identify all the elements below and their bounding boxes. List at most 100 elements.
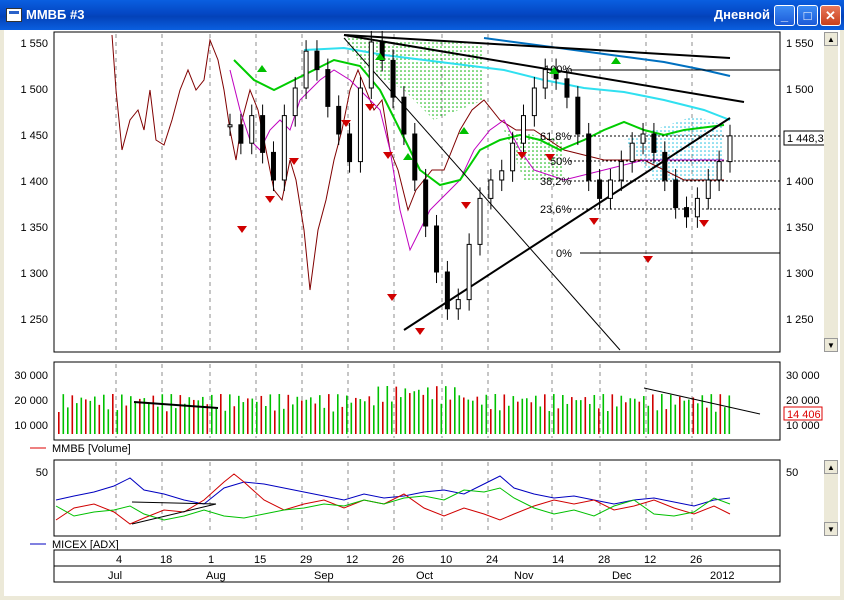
volume-bar (463, 397, 465, 434)
day-label: 26 (392, 554, 404, 566)
volume-bar (161, 394, 164, 434)
buy-arrow-icon (549, 67, 559, 74)
candle-body (564, 78, 570, 98)
ma-line (483, 37, 731, 77)
sell-arrow-icon (643, 256, 653, 263)
volume-bar (485, 394, 488, 434)
sell-arrow-icon (415, 328, 425, 335)
volume-bar (544, 394, 546, 434)
candle-body (466, 243, 472, 301)
volume-bar (220, 394, 222, 434)
volume-bar (688, 399, 690, 434)
volume-bar (458, 395, 461, 434)
scroll-down-arrow-icon[interactable]: ▼ (824, 522, 838, 536)
volume-bar (341, 406, 344, 434)
volume-bar (319, 395, 321, 434)
volume-bar (80, 397, 83, 434)
month-label: Aug (206, 570, 226, 582)
volume-bar (251, 398, 254, 434)
candle-body (520, 115, 526, 144)
candle-body (227, 124, 233, 128)
candle-body (640, 133, 646, 144)
volume-bar (589, 403, 591, 434)
candle-body (357, 87, 363, 163)
day-label: 10 (440, 554, 452, 566)
volume-bar (413, 391, 416, 434)
volume-bar (125, 405, 128, 434)
candle-body (629, 142, 635, 163)
candle-body (673, 179, 679, 209)
adx-trendline (131, 503, 217, 525)
fib-label: 23,6% (540, 204, 571, 216)
cloud-green (504, 130, 564, 180)
candle-body (423, 179, 429, 227)
volume-bar (706, 407, 708, 434)
adx-panel[interactable] (53, 459, 781, 537)
volume-bar (67, 407, 69, 434)
candle-body (586, 133, 592, 181)
volume-tick-label: 10 000 (786, 420, 820, 432)
volume-bar (337, 394, 339, 434)
volume-bar (445, 386, 447, 434)
candlesticks (227, 30, 733, 320)
volume-bar (715, 411, 717, 434)
volume-bar (679, 396, 681, 434)
volume-bar (508, 405, 510, 434)
volume-bar (233, 406, 236, 434)
volume-bar (629, 398, 632, 434)
volume-tick-label: 20 000 (786, 395, 820, 407)
candle-body (379, 41, 385, 61)
date-days: 4 18 1 15 29 12 26 10 24 14 28 12 26 (116, 554, 702, 566)
minus-di-line (55, 487, 731, 521)
close-button[interactable]: ✕ (820, 5, 841, 26)
volume-bar (661, 394, 663, 434)
sell-arrow-icon (461, 202, 471, 209)
volume-bar (364, 401, 366, 434)
candle-body (477, 197, 483, 245)
volume-bar (184, 403, 186, 434)
title-bar[interactable]: ММВБ #3 Дневной _ □ ✕ (0, 0, 844, 30)
volume-bar (647, 405, 650, 434)
sell-arrow-icon (387, 294, 397, 301)
candle-body (510, 142, 516, 172)
maximize-button[interactable]: □ (797, 5, 818, 26)
adx-scrollbar[interactable]: ▲ ▼ (824, 460, 838, 536)
volume-bar (328, 394, 330, 434)
volume-bar (692, 397, 695, 434)
volume-bar (265, 406, 267, 434)
volume-bar (535, 395, 537, 434)
volume-bar (386, 386, 389, 434)
volume-bar (697, 403, 699, 434)
volume-bar (301, 400, 303, 434)
day-label: 26 (690, 554, 702, 566)
minimize-button[interactable]: _ (774, 5, 795, 26)
candle-body (390, 59, 396, 98)
volume-bar (427, 387, 429, 434)
day-label: 24 (486, 554, 498, 566)
volume-bar (355, 397, 357, 434)
price-scrollbar[interactable]: ▲ ▼ (824, 32, 838, 352)
candle-body (260, 115, 266, 153)
scroll-up-arrow-icon[interactable]: ▲ (824, 460, 838, 474)
price-tick-label: 1 350 (786, 222, 814, 234)
candle-body (607, 179, 613, 199)
volume-bar (553, 394, 555, 434)
day-label: 28 (598, 554, 610, 566)
volume-bar (242, 402, 245, 434)
volume-bar (112, 394, 114, 434)
volume-bar (215, 408, 218, 434)
price-axis-right: 1 550 1 500 1 400 1 350 1 300 1 250 1 44… (783, 38, 833, 326)
volume-bar (76, 403, 78, 434)
buy-arrow-icon (459, 127, 469, 134)
volume-bar (476, 396, 479, 434)
day-label: 29 (300, 554, 312, 566)
volume-bar (670, 394, 672, 434)
last-price-label: 1 448,36 (787, 133, 830, 145)
scroll-down-arrow-icon[interactable]: ▼ (824, 338, 838, 352)
volume-bar (238, 395, 240, 434)
volume-bar (107, 409, 110, 434)
scroll-up-arrow-icon[interactable]: ▲ (824, 32, 838, 46)
price-axis-left: 1 550 1 500 1 450 1 400 1 350 1 300 1 25… (20, 38, 48, 326)
price-tick-label: 1 250 (20, 314, 48, 326)
volume-bar (188, 397, 191, 434)
